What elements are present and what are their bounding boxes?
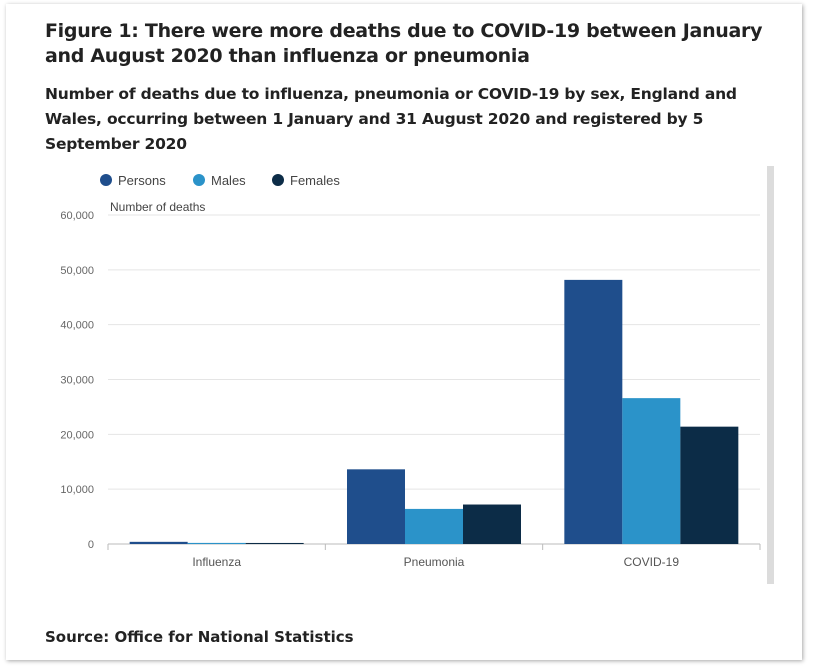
legend-item-females: Females [272, 173, 340, 188]
x-tick-label: Pneumonia [404, 555, 465, 569]
y-tick-label: 60,000 [60, 210, 94, 222]
legend-label: Persons [118, 173, 166, 188]
figure-subtitle: Number of deaths due to influenza, pneum… [45, 85, 737, 153]
bar-persons-influenza [129, 541, 188, 544]
figure-card [6, 4, 802, 660]
x-tick-label: Influenza [192, 555, 241, 569]
legend-label: Females [290, 173, 340, 188]
legend-item-persons: Persons [100, 173, 166, 188]
bar-persons-covid-19 [564, 279, 623, 544]
bar-persons-pneumonia [347, 469, 405, 544]
y-tick-label: 10,000 [60, 484, 94, 496]
legend-item-males: Males [193, 173, 246, 188]
bar-females-influenza [245, 542, 304, 544]
figure-title: Figure 1: There were more deaths due to … [45, 20, 763, 67]
y-tick-label: 30,000 [60, 375, 94, 387]
legend-swatch-icon [193, 174, 205, 186]
legend-swatch-icon [100, 174, 112, 186]
bar-females-covid-19 [680, 426, 739, 544]
y-tick-label: 20,000 [60, 429, 94, 441]
x-tick-label: COVID-19 [624, 555, 680, 569]
bar-males-covid-19 [622, 398, 681, 544]
source-note: Source: Office for National Statistics [45, 628, 354, 646]
y-tick-label: 0 [88, 539, 94, 551]
bar-females-pneumonia [463, 504, 521, 544]
y-tick-label: 40,000 [60, 320, 94, 332]
y-axis-label: Number of deaths [110, 200, 205, 214]
bar-males-influenza [187, 542, 246, 544]
legend-label: Males [211, 173, 246, 188]
legend-swatch-icon [272, 174, 284, 186]
bar-males-pneumonia [405, 508, 463, 544]
y-tick-label: 50,000 [60, 265, 94, 277]
chart-scrollbar[interactable] [767, 166, 774, 584]
